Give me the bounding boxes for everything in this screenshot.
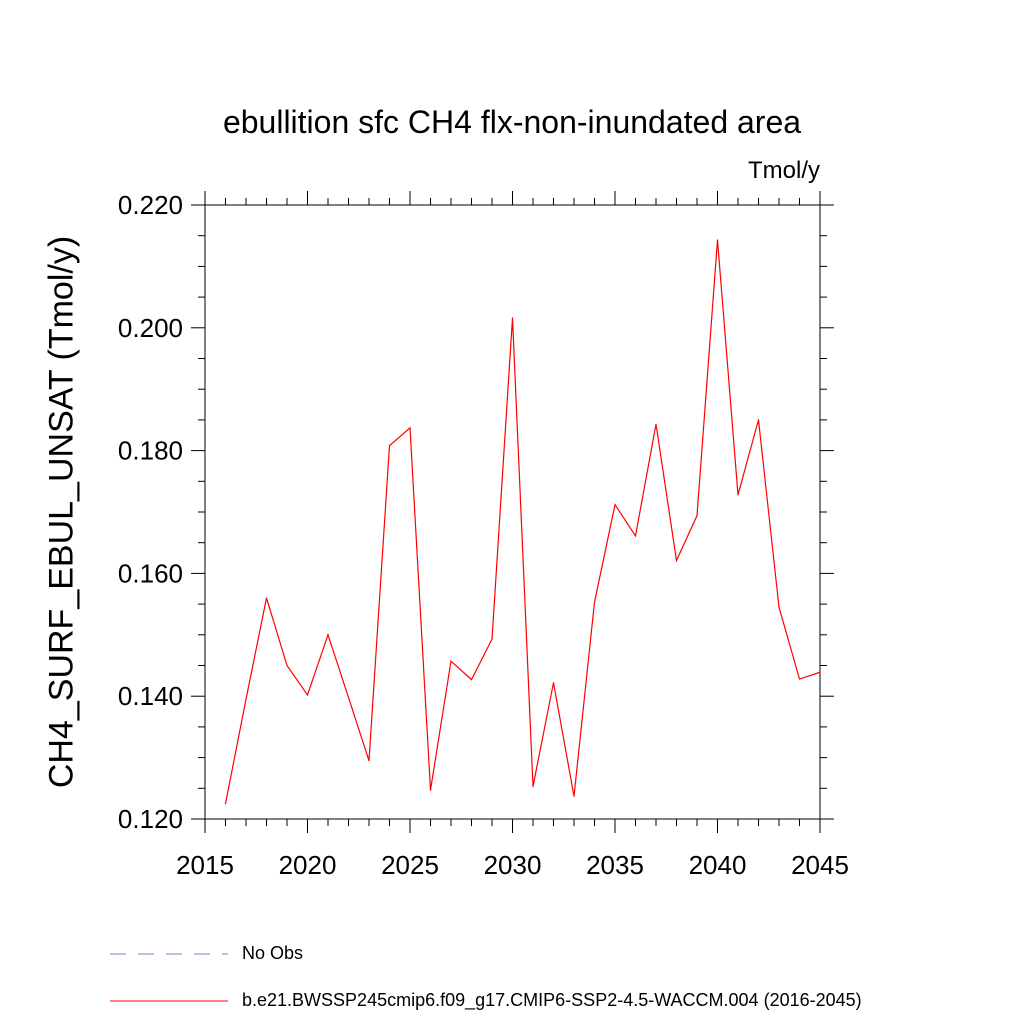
data-point <box>470 679 473 681</box>
plot-frame <box>204 204 821 820</box>
data-point <box>224 803 227 805</box>
x-tick-label: 2040 <box>689 850 747 880</box>
data-point <box>429 789 432 791</box>
series-line <box>224 239 821 804</box>
y-tick-label: 0.120 <box>118 804 183 834</box>
data-point <box>409 427 411 429</box>
data-point <box>819 671 821 673</box>
data-point <box>593 601 596 603</box>
data-point <box>450 660 452 662</box>
data-point <box>655 423 657 425</box>
data-point <box>306 694 309 696</box>
data-point <box>368 760 370 762</box>
legend-label-series: b.e21.BWSSP245cmip6.f09_g17.CMIP6-SSP2-4… <box>242 990 862 1010</box>
data-point <box>532 785 534 788</box>
data-point <box>327 634 329 636</box>
data-point <box>388 445 391 447</box>
data-point <box>491 638 493 640</box>
data-point <box>245 698 247 700</box>
data-point <box>511 317 514 319</box>
x-tick-label: 2045 <box>791 850 849 880</box>
data-point <box>675 559 678 562</box>
axis-ticks: 2015 2020 2025 2030 2035 2040 2045 0.120 0.140 0.… <box>118 190 849 880</box>
data-point <box>552 682 555 684</box>
data-point <box>614 504 616 506</box>
y-tick-label: 0.140 <box>118 681 183 711</box>
series-layer <box>224 239 821 805</box>
x-tick-label: 2035 <box>586 850 644 880</box>
legend-label-no-obs: No Obs <box>242 943 304 963</box>
x-tick-label: 2020 <box>279 850 337 880</box>
data-point <box>716 239 719 241</box>
data-point <box>757 419 760 421</box>
y-tick-label: 0.200 <box>118 313 183 343</box>
data-point <box>737 494 739 496</box>
legend <box>110 953 228 1002</box>
data-point <box>696 515 698 517</box>
units-label: Tmol/y <box>748 157 820 184</box>
y-tick-label: 0.160 <box>118 558 183 588</box>
data-point <box>634 535 637 537</box>
data-point <box>798 678 801 680</box>
data-point <box>286 664 288 667</box>
y-tick-label: 0.180 <box>118 436 183 466</box>
y-tick-label: 0.220 <box>118 190 183 220</box>
chart-title: ebullition sfc CH4 flx-non-inundated are… <box>222 104 802 140</box>
x-tick-label: 2015 <box>176 850 234 880</box>
data-point <box>778 606 780 608</box>
data-point <box>265 597 268 599</box>
data-point <box>573 795 575 797</box>
x-tick-label: 2030 <box>484 850 542 880</box>
data-point <box>347 696 350 699</box>
x-tick-label: 2025 <box>381 850 439 880</box>
